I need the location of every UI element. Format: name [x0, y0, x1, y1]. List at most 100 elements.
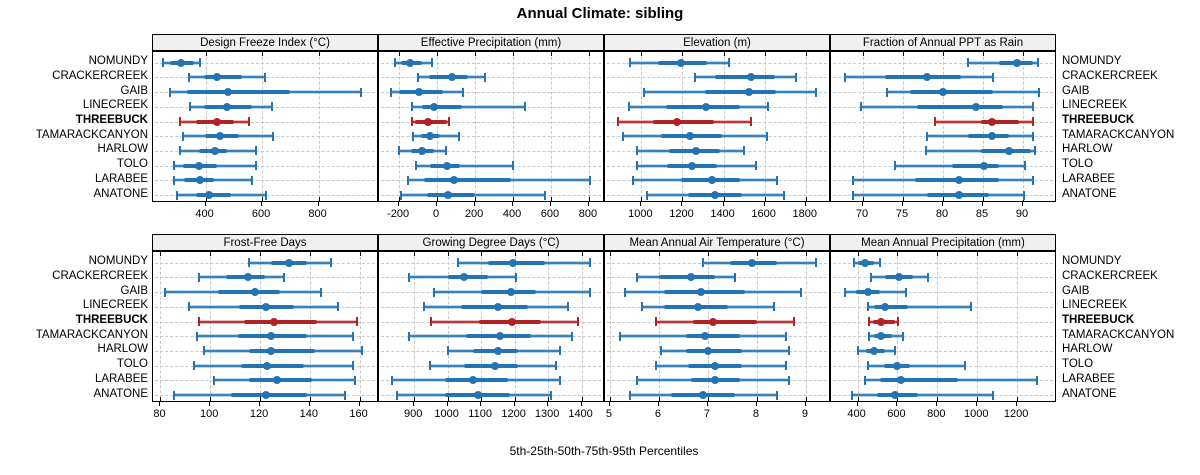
axis-tick-top	[550, 52, 552, 56]
whisker-cap-right	[588, 175, 591, 185]
whisker-cap-right	[431, 58, 434, 68]
gridline-vertical	[1017, 252, 1019, 401]
axis-tick-label: 1000	[628, 208, 653, 220]
page-title: Annual Climate: sibling	[516, 5, 684, 22]
gridline-vertical	[262, 52, 264, 201]
whisker-cap-right	[1034, 146, 1036, 156]
site-label-right: GAIB	[1062, 84, 1090, 97]
axis-tick-top	[764, 52, 766, 56]
median-dot	[881, 302, 890, 311]
whisker-cap-right	[964, 361, 967, 371]
whisker-cap-left	[212, 375, 215, 385]
interquartile-band-25-75	[693, 319, 757, 324]
whisker-cap-left	[396, 390, 399, 400]
whisker-cap-right	[248, 117, 251, 127]
axis-tick-bottom	[414, 397, 416, 401]
gridline-vertical	[977, 252, 979, 401]
panel-strip-label: Mean Annual Air Temperature (°C)	[629, 237, 805, 249]
whisker-cap-left	[622, 131, 625, 141]
whisker-cap-left	[627, 102, 630, 112]
whisker-cap-right	[991, 72, 994, 82]
whisker-cap-right	[879, 258, 882, 268]
median-dot	[490, 361, 499, 370]
gridline-horizontal	[381, 136, 601, 138]
site-label-right: LINECREEK	[1062, 299, 1128, 312]
axis-tick-outer	[436, 202, 438, 206]
axis-tick-top	[756, 252, 758, 256]
whisker-cap-right	[445, 146, 448, 156]
gridline-vertical	[609, 252, 611, 401]
whisker-cap-left	[389, 87, 392, 97]
whisker-cap-right	[787, 346, 790, 356]
gridline-horizontal	[381, 92, 601, 94]
interquartile-band-25-75	[243, 319, 318, 324]
axis-tick-bottom	[581, 397, 583, 401]
site-label-right: HARLOW	[1062, 343, 1113, 356]
median-dot	[877, 317, 886, 326]
whisker-cap-left	[702, 258, 705, 268]
whisker-cap-left	[247, 258, 250, 268]
median-dot	[894, 273, 903, 282]
whisker-cap-right	[1031, 102, 1034, 112]
interquartile-band-25-75	[874, 304, 909, 309]
panel-mean-annual-air-temperature	[604, 251, 830, 402]
axis-tick-outer	[755, 402, 757, 406]
panel-strip-design-freeze-index: Design Freeze Index (°C)	[152, 34, 378, 51]
median-dot	[673, 117, 682, 126]
gridline-horizontal	[155, 121, 375, 123]
median-dot	[262, 302, 271, 311]
whisker-cap-left	[179, 117, 182, 127]
median-dot	[708, 176, 717, 185]
whisker-line	[412, 105, 526, 108]
gridline-horizontal	[833, 336, 1053, 338]
axis-tick-label: 75	[895, 208, 909, 220]
axis-tick-label: 120	[249, 408, 269, 420]
whisker-cap-left	[181, 131, 184, 141]
axis-tick-bottom	[210, 397, 212, 401]
panel-strip-effective-precipitation: Effective Precipitation (mm)	[378, 34, 604, 51]
median-dot	[444, 191, 453, 200]
whisker-cap-right	[1031, 175, 1034, 185]
whisker-cap-left	[966, 58, 969, 68]
axis-tick-bottom	[475, 197, 477, 201]
site-label-left: ANATONE	[93, 187, 148, 200]
gridline-vertical	[937, 252, 939, 401]
whisker-cap-left	[446, 346, 449, 356]
axis-tick-bottom	[359, 397, 361, 401]
site-label-left: TOLO	[116, 158, 148, 171]
axis-tick-label: 1400	[568, 408, 593, 420]
median-dot	[425, 132, 434, 141]
site-label-left: LARABEE	[94, 172, 148, 185]
site-label-left: NOMUNDY	[88, 255, 148, 268]
axis-tick-bottom	[805, 397, 807, 401]
axis-tick-bottom	[707, 397, 709, 401]
whisker-cap-right	[814, 258, 817, 268]
median-dot	[745, 88, 754, 97]
median-dot	[688, 161, 697, 170]
median-dot	[702, 102, 711, 111]
panel-strip-label: Growing Degree Days (°C)	[422, 237, 560, 249]
axis-tick-outer	[587, 202, 589, 206]
gridline-vertical	[359, 252, 361, 401]
whisker-cap-right	[775, 390, 778, 400]
axis-tick-top	[260, 252, 262, 256]
whisker-cap-right	[352, 331, 355, 341]
axis-tick-top	[414, 252, 416, 256]
axis-tick-top	[641, 52, 643, 56]
median-dot	[955, 191, 963, 200]
gridline-horizontal	[155, 180, 375, 182]
whisker-cap-left	[866, 302, 869, 312]
median-dot	[747, 73, 756, 82]
axis-tick-outer	[936, 402, 938, 406]
whisker-cap-right	[353, 375, 356, 385]
median-dot	[267, 346, 276, 355]
axis-tick-label: 1300	[534, 408, 560, 420]
axis-tick-top	[1017, 252, 1019, 256]
site-label-left: GAIB	[120, 84, 148, 97]
gridline-horizontal	[381, 150, 601, 152]
median-dot	[923, 73, 931, 82]
whisker-cap-right	[1024, 161, 1027, 171]
whisker-cap-right	[897, 317, 900, 327]
axis-tick-bottom	[764, 197, 766, 201]
site-label-left: TOLO	[116, 358, 148, 371]
